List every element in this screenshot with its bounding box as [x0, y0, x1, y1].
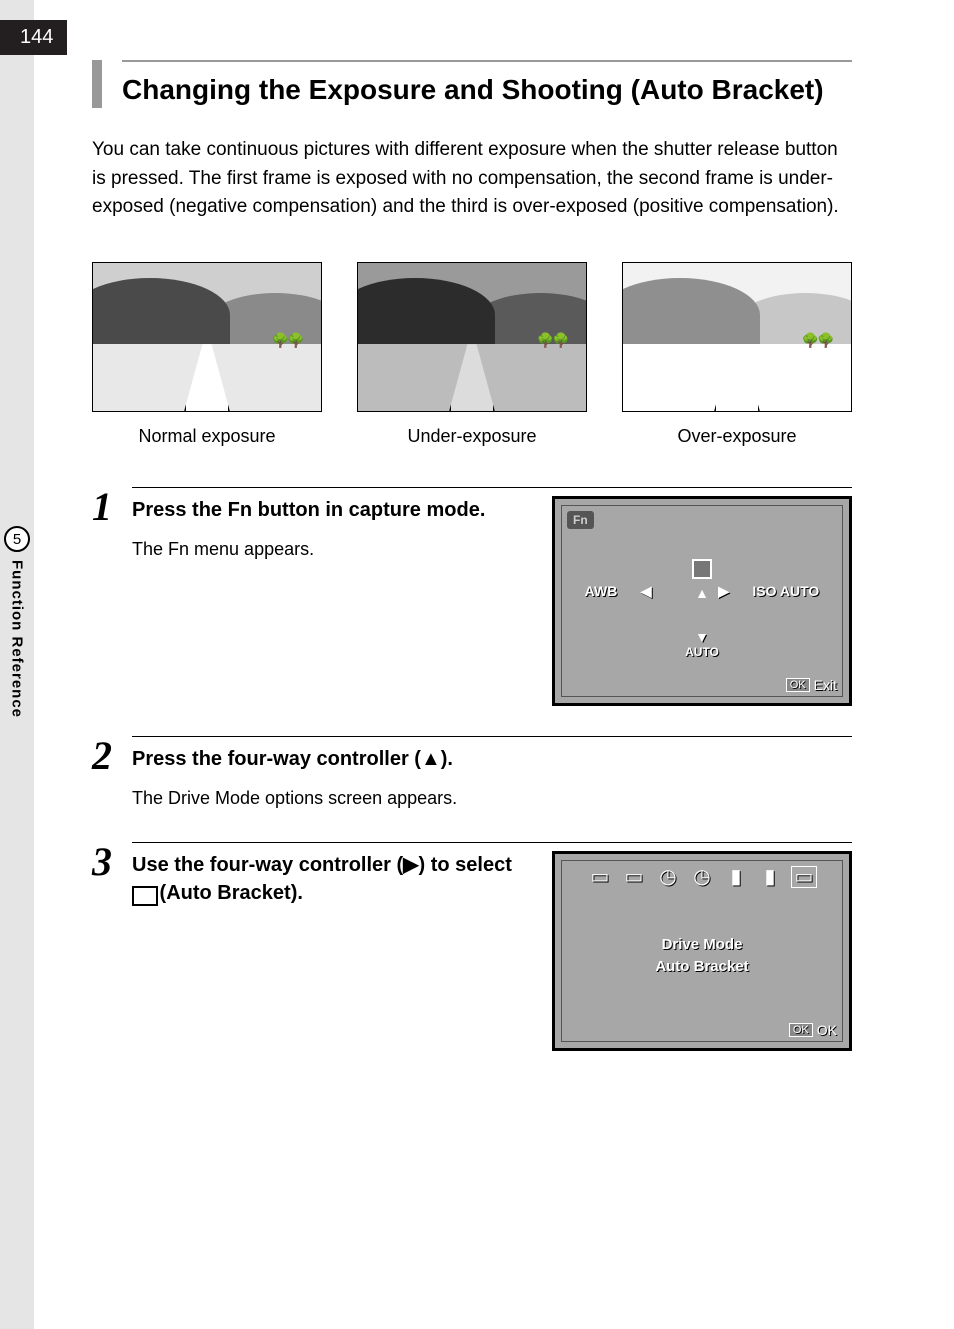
step-2-number: 2: [92, 736, 132, 812]
step-3-title-pre: Use the four-way controller (▶) to selec…: [132, 854, 512, 876]
chapter-title: Function Reference: [9, 560, 26, 718]
step-3-title-post: (Auto Bracket).: [154, 882, 303, 904]
self-timer-2s-icon: ◷: [689, 866, 715, 888]
remote-icon: ▮: [723, 866, 749, 888]
step-2-desc: The Drive Mode options screen appears.: [132, 785, 852, 812]
auto-bracket-selected-icon: ▭: [791, 866, 817, 888]
ok-label: OK: [817, 1022, 837, 1038]
exposure-examples: 🌳🌳 Normal exposure 🌳🌳 Under-exposure 🌳🌳 …: [92, 262, 852, 447]
step-1-desc: The Fn menu appears.: [132, 536, 532, 563]
exit-hint: OK Exit: [786, 677, 837, 693]
single-shot-icon: ▭: [587, 866, 613, 888]
step-3: 3 Use the four-way controller (▶) to sel…: [92, 842, 852, 1051]
continuous-icon: ▭: [621, 866, 647, 888]
drive-mode-screen: ▭ ▭ ◷ ◷ ▮ ▮ ▭ Drive Mode Auto Bracket OK: [552, 851, 852, 1051]
chapter-number-circle: 5: [4, 526, 30, 552]
intro-paragraph: You can take continuous pictures with di…: [92, 136, 852, 222]
step-2-title: Press the four-way controller (▲).: [132, 745, 852, 773]
drive-mode-line1: Drive Mode: [555, 934, 849, 957]
drive-mode-text: Drive Mode Auto Bracket: [555, 934, 849, 979]
exposure-over-image: 🌳🌳: [622, 262, 852, 412]
iso-value: AUTO: [780, 583, 819, 599]
right-arrow-icon: ▶: [718, 583, 729, 600]
step-1: 1 Press the Fn button in capture mode. T…: [92, 487, 852, 706]
exposure-normal-caption: Normal exposure: [92, 426, 322, 447]
awb-label: AWB: [585, 583, 618, 599]
fn-menu-screen: Fn ▲ AWB ◀ ▶ ISO AUTO ▼ AUTO: [552, 496, 852, 706]
exposure-over: 🌳🌳 Over-exposure: [622, 262, 852, 447]
iso-label: ISO: [752, 583, 776, 599]
page-number: 144: [0, 20, 67, 55]
step-3-title: Use the four-way controller (▶) to selec…: [132, 851, 532, 907]
step-3-number: 3: [92, 842, 132, 1051]
ok-hint: OK OK: [789, 1022, 837, 1038]
fn-badge: Fn: [567, 511, 594, 529]
self-timer-icon: ◷: [655, 866, 681, 888]
exposure-over-caption: Over-exposure: [622, 426, 852, 447]
drive-mode-icons: ▭ ▭ ◷ ◷ ▮ ▮ ▭: [555, 866, 849, 888]
exposure-under: 🌳🌳 Under-exposure: [357, 262, 587, 447]
step-1-title-pre: Press the: [132, 499, 228, 521]
auto-text: AUTO: [685, 645, 719, 659]
down-arrow-icon: ▼: [685, 629, 719, 645]
step-1-title-post: button in capture mode.: [252, 499, 485, 521]
step-1-title: Press the Fn button in capture mode.: [132, 496, 532, 524]
title-accent-bar: [92, 60, 102, 108]
page-content: Changing the Exposure and Shooting (Auto…: [92, 60, 852, 1081]
title-block: Changing the Exposure and Shooting (Auto…: [92, 60, 852, 108]
ok-button-icon: OK: [786, 678, 810, 692]
remote-3s-icon: ▮: [757, 866, 783, 888]
ok-button-icon: OK: [789, 1023, 813, 1037]
sidebar-label: 5 Function Reference: [0, 526, 34, 718]
drive-mode-line2: Auto Bracket: [555, 956, 849, 979]
flash-auto-label: ▼ AUTO: [685, 629, 719, 659]
auto-bracket-icon: [132, 886, 154, 902]
page-title: Changing the Exposure and Shooting (Auto…: [122, 60, 852, 108]
exposure-under-caption: Under-exposure: [357, 426, 587, 447]
step-1-number: 1: [92, 487, 132, 706]
exit-label: Exit: [814, 677, 837, 693]
fn-glyph: Fn: [228, 499, 252, 521]
exposure-normal-image: 🌳🌳: [92, 262, 322, 412]
step-2: 2 Press the four-way controller (▲). The…: [92, 736, 852, 812]
exposure-under-image: 🌳🌳: [357, 262, 587, 412]
left-arrow-icon: ◀: [641, 583, 652, 600]
exposure-normal: 🌳🌳 Normal exposure: [92, 262, 322, 447]
